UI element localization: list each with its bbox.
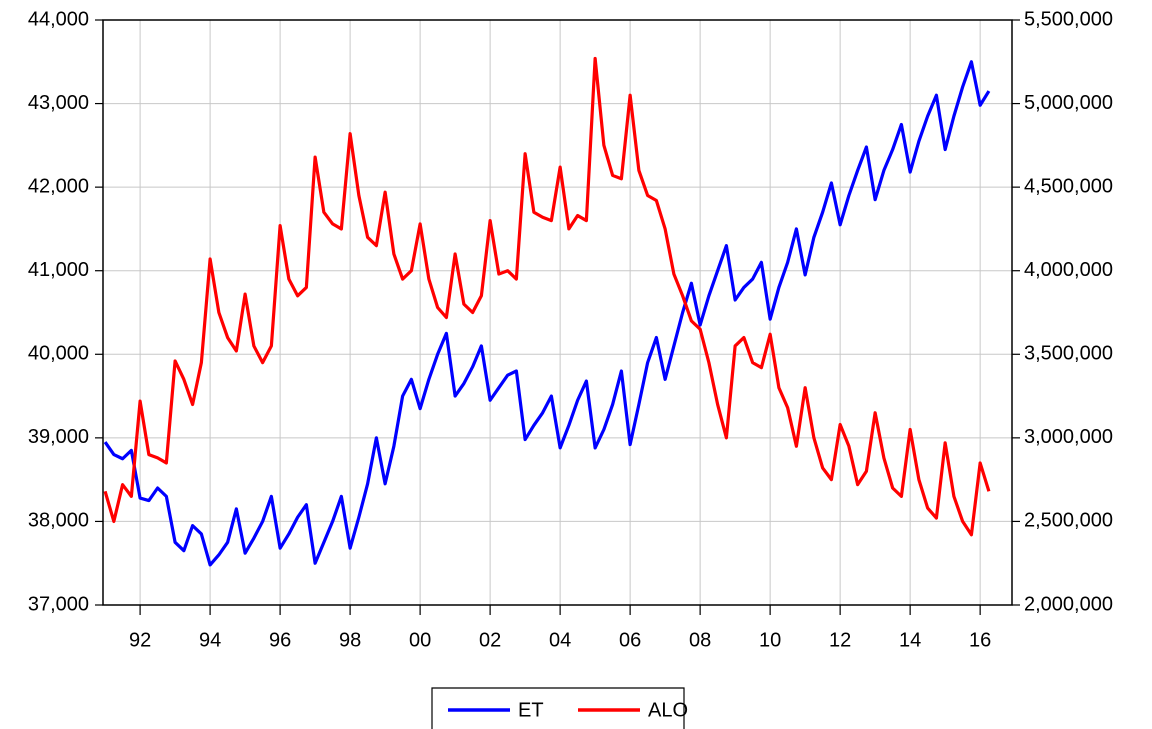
series-line xyxy=(103,60,991,567)
x-tick-label: 10 xyxy=(759,629,781,651)
y-tick-label: 39,000 xyxy=(28,426,89,448)
x-tick-label: 92 xyxy=(129,629,151,651)
series-line xyxy=(103,56,991,537)
y-tick-label: 40,000 xyxy=(28,343,89,365)
y2-tick-label: 5,500,000 xyxy=(1024,8,1113,30)
y-tick-label: 41,000 xyxy=(28,259,89,281)
x-tick-label: 04 xyxy=(549,629,571,651)
y-tick-label: 37,000 xyxy=(28,593,89,615)
y-tick-label: 44,000 xyxy=(28,8,89,30)
y-tick-label: 43,000 xyxy=(28,92,89,114)
x-tick-label: 94 xyxy=(199,629,221,651)
x-tick-label: 98 xyxy=(339,629,361,651)
plot-frame xyxy=(102,19,1013,606)
legend: ET ALO xyxy=(431,687,688,729)
y2-tick-label: 3,000,000 xyxy=(1024,426,1113,448)
x-tick-label: 16 xyxy=(969,629,991,651)
y2-tick-label: 3,500,000 xyxy=(1024,343,1113,365)
legend-label: ET xyxy=(518,699,544,721)
y2-tick-label: 4,500,000 xyxy=(1024,175,1113,197)
legend-box xyxy=(431,687,685,729)
y-tick-label: 42,000 xyxy=(28,175,89,197)
x-tick-label: 08 xyxy=(689,629,711,651)
y2-tick-label: 2,500,000 xyxy=(1024,510,1113,532)
x-tick-label: 14 xyxy=(899,629,921,651)
y2-tick-label: 4,000,000 xyxy=(1024,259,1113,281)
y2-tick-label: 5,000,000 xyxy=(1024,92,1113,114)
plot-lines xyxy=(103,56,991,567)
x-tick-label: 02 xyxy=(479,629,501,651)
y-tick-label: 38,000 xyxy=(28,510,89,532)
axes: 37,000 38,000 39,000 40,000 41,000 42,000 43,0… xyxy=(28,8,1113,651)
x-tick-label: 12 xyxy=(829,629,851,651)
x-tick-label: 00 xyxy=(409,629,431,651)
y2-tick-label: 2,000,000 xyxy=(1024,593,1113,615)
legend-label: ALO xyxy=(648,699,688,721)
x-tick-label: 96 xyxy=(269,629,291,651)
x-tick-label: 06 xyxy=(619,629,641,651)
